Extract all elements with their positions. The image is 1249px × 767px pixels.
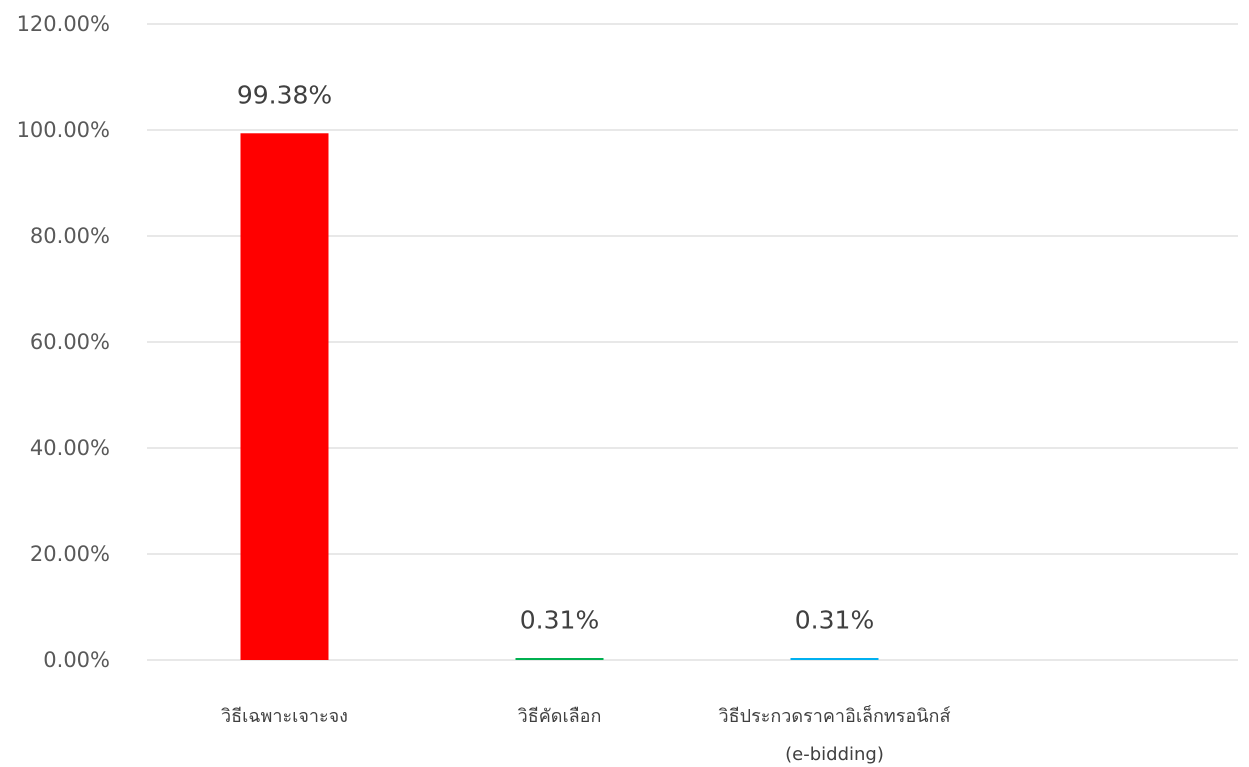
y-tick-label: 0.00% bbox=[43, 648, 110, 672]
y-tick-label: 40.00% bbox=[30, 436, 110, 460]
y-tick-label: 20.00% bbox=[30, 542, 110, 566]
category-label: (e-bidding) bbox=[785, 744, 884, 765]
data-label: 0.31% bbox=[795, 605, 874, 634]
data-labels: 99.38% 0.31% 0.31% bbox=[237, 80, 874, 634]
category-label: วิธีประกวดราคาอิเล็กทรอนิกส์ bbox=[719, 704, 951, 727]
category-labels: วิธีเฉพาะเจาะจง วิธีคัดเลือก วิธีประกวดราค… bbox=[221, 704, 950, 765]
y-tick-label: 120.00% bbox=[17, 12, 110, 36]
category-label: วิธีเฉพาะเจาะจง bbox=[221, 706, 348, 727]
y-tick-label: 80.00% bbox=[30, 224, 110, 248]
bar bbox=[790, 658, 879, 660]
gridlines bbox=[147, 23, 1238, 661]
data-label: 99.38% bbox=[237, 80, 332, 109]
bar bbox=[515, 658, 604, 660]
y-axis-ticks: 0.00% 20.00% 40.00% 60.00% 80.00% 100.00% 120.… bbox=[17, 12, 110, 672]
y-tick-label: 60.00% bbox=[30, 330, 110, 354]
data-label: 0.31% bbox=[520, 605, 599, 634]
bars bbox=[240, 133, 879, 660]
bar bbox=[240, 133, 329, 660]
category-label: วิธีคัดเลือก bbox=[518, 706, 602, 727]
y-tick-label: 100.00% bbox=[17, 118, 110, 142]
